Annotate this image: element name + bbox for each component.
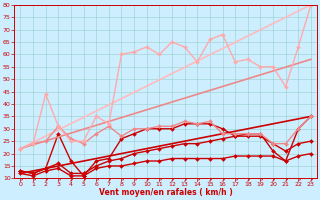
X-axis label: Vent moyen/en rafales ( km/h ): Vent moyen/en rafales ( km/h ) [99,188,233,197]
